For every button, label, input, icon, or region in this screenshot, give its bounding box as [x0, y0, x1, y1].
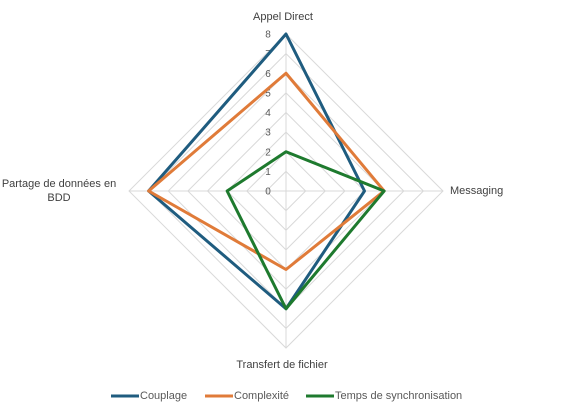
radar-series [147, 32, 386, 311]
axis-label: Transfert de fichier [236, 359, 328, 371]
tick-label: 1 [265, 167, 271, 178]
legend-label: Temps de synchronisation [335, 390, 462, 402]
radar-axes [129, 34, 443, 348]
axis-label: Appel Direct [253, 11, 313, 23]
tick-label: 3 [265, 128, 271, 139]
tick-label: 2 [265, 147, 271, 158]
tick-label: 5 [265, 88, 271, 99]
series-line [147, 71, 386, 271]
axis-label: Messaging [450, 185, 503, 197]
axis-label: Partage de données en BDD [2, 178, 116, 204]
legend-label: Couplage [140, 390, 187, 402]
tick-label: 4 [265, 108, 271, 119]
tick-label: 6 [265, 69, 271, 80]
radar-axis-labels: Appel Direct Messaging Transfert de fichie… [2, 11, 503, 371]
tick-label: 8 [265, 30, 271, 41]
chart-legend: Couplage Complexité Temps de synchronisati… [111, 390, 462, 402]
tick-label: 0 [265, 187, 271, 198]
series-line [225, 150, 386, 311]
legend-label: Complexité [234, 390, 289, 402]
